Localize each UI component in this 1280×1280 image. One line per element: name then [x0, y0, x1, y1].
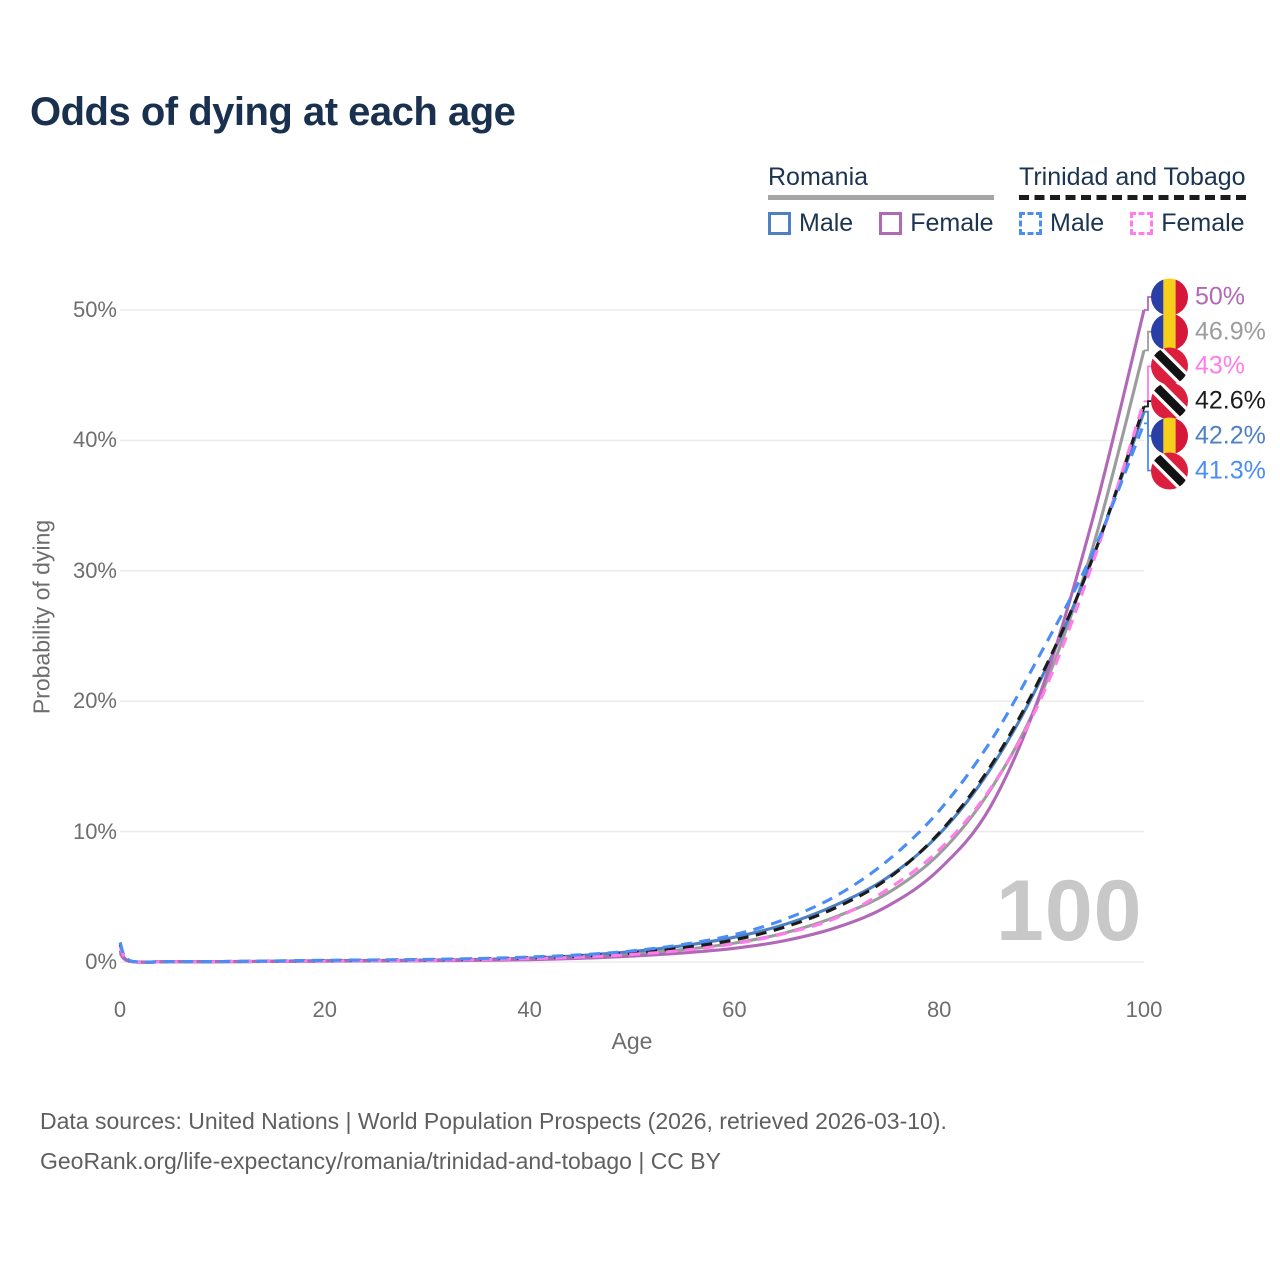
line-trinidad-total: [118, 406, 1146, 964]
legend-item-trinidad-male[interactable]: Male: [1019, 209, 1104, 238]
y-axis-tick-label: 30%: [72, 557, 117, 583]
line-trinidad-female: [118, 400, 1146, 964]
x-axis-tick-label: 20: [312, 997, 338, 1022]
end-label-row: 46.9%: [1151, 313, 1266, 351]
legend-country-romania: Romania: [768, 163, 869, 191]
end-label-row: 50%: [1151, 278, 1246, 316]
end-label-connector: [1144, 296, 1152, 311]
legend-underline-romania: [768, 195, 994, 200]
end-label-value: 43%: [1195, 351, 1246, 380]
legend-item-romania-male[interactable]: Male: [768, 209, 853, 238]
y-axis-title: Probability of dying: [28, 519, 55, 715]
x-axis-tick-label: 100: [1125, 997, 1163, 1022]
legend-swatch-romania-male[interactable]: [768, 212, 791, 235]
legend-group-trinidad: Trinidad and Tobago Male Female: [1019, 163, 1246, 238]
line-romania-female: [118, 309, 1146, 964]
flag-romania-icon: [1151, 417, 1188, 455]
flag-romania-icon: [1151, 313, 1188, 351]
end-label-value: 50%: [1195, 282, 1246, 311]
flag-trinidad-icon: [1151, 382, 1188, 420]
end-label-row: 42.2%: [1151, 417, 1266, 455]
y-axis-tick-label: 0%: [85, 949, 117, 974]
legend-swatch-trinidad-male[interactable]: [1019, 212, 1042, 235]
end-label-connector: [1144, 365, 1152, 403]
line-romania-male: [118, 411, 1146, 964]
legend-item-label: Male: [799, 209, 854, 237]
footer-datasource: Data sources: United Nations | World Pop…: [40, 1108, 947, 1134]
end-label-value: 41.3%: [1195, 456, 1266, 484]
page-title: Odds of dying at each age: [30, 90, 516, 134]
legend-item-trinidad-female[interactable]: Female: [1130, 209, 1245, 238]
legend-item-label: Female: [910, 209, 994, 237]
end-label-row: 42.6%: [1151, 382, 1266, 420]
legend-item-label: Female: [1161, 209, 1245, 237]
end-label-row: 41.3%: [1151, 452, 1266, 489]
line-romania-total: [118, 350, 1146, 964]
end-label-value: 42.2%: [1195, 421, 1266, 450]
legend-item-label: Male: [1050, 209, 1105, 237]
y-axis-tick-label: 40%: [72, 427, 117, 453]
legend-swatch-trinidad-female[interactable]: [1130, 212, 1154, 235]
x-axis-tick-label: 80: [926, 997, 952, 1022]
end-label-value: 46.9%: [1195, 317, 1266, 346]
legend-item-romania-female[interactable]: Female: [879, 209, 994, 238]
end-label-connector: [1144, 330, 1152, 352]
x-axis-tick-label: 0: [113, 997, 127, 1022]
x-axis-tick-label: 60: [722, 997, 747, 1022]
legend-underline-trinidad: [1019, 195, 1246, 200]
flag-trinidad-icon: [1151, 452, 1188, 489]
y-axis-tick-label: 10%: [72, 818, 117, 844]
age-watermark: 100: [996, 863, 1143, 959]
end-label-connector: [1144, 400, 1152, 408]
end-label-row: 43%: [1151, 347, 1246, 385]
legend-country-trinidad: Trinidad and Tobago: [1019, 163, 1246, 191]
footer-attribution: GeoRank.org/life-expectancy/romania/trin…: [40, 1148, 721, 1174]
y-axis-tick-label: 50%: [72, 297, 117, 322]
x-axis-tick-label: 40: [517, 997, 542, 1022]
y-axis-tick-label: 20%: [72, 688, 117, 714]
x-axis-title: Age: [611, 1028, 653, 1054]
flag-trinidad-icon: [1151, 347, 1188, 385]
end-label-connector: [1144, 422, 1152, 472]
legend-group-romania: Romania Male Female: [768, 163, 994, 238]
legend-swatch-romania-female[interactable]: [879, 212, 903, 235]
line-trinidad-male: [118, 422, 1146, 964]
flag-romania-icon: [1151, 278, 1188, 316]
end-label-value: 42.6%: [1195, 386, 1266, 415]
